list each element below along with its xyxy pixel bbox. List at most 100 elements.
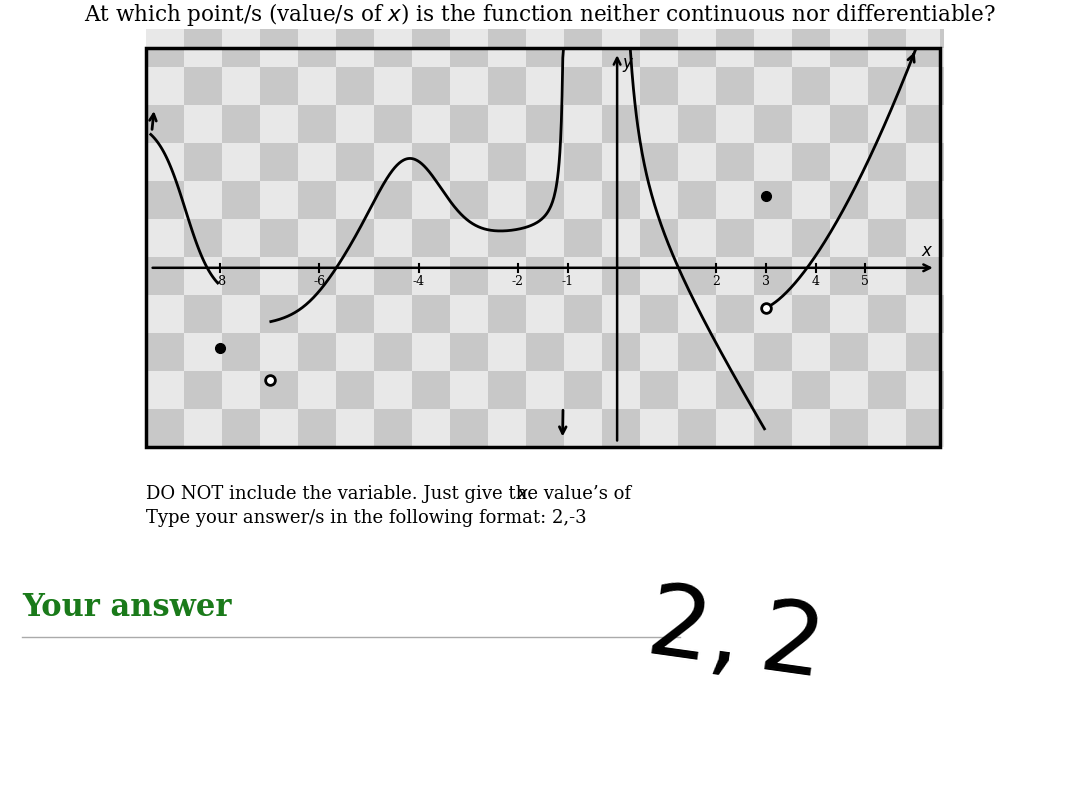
Text: 4: 4	[811, 275, 820, 288]
Bar	[906, 409, 940, 447]
Bar	[184, 48, 221, 68]
Bar	[260, 334, 298, 372]
Bar	[488, 295, 526, 334]
Bar	[829, 106, 868, 143]
Bar	[639, 143, 678, 181]
Bar	[449, 48, 488, 68]
Bar	[526, 219, 564, 257]
Bar	[488, 68, 526, 106]
Bar	[526, 409, 564, 447]
Bar	[449, 181, 488, 219]
Bar	[184, 106, 221, 143]
Bar	[146, 372, 184, 409]
Text: $y$: $y$	[622, 56, 635, 74]
Bar	[449, 219, 488, 257]
Bar	[449, 409, 488, 447]
Bar	[488, 372, 526, 409]
Bar	[716, 29, 754, 48]
Bar	[526, 181, 564, 219]
Bar	[298, 219, 336, 257]
Bar	[526, 295, 564, 334]
Bar	[221, 219, 260, 257]
Bar	[792, 295, 829, 334]
Bar	[411, 48, 449, 68]
Bar	[754, 181, 792, 219]
Bar	[678, 219, 716, 257]
Bar	[564, 257, 602, 295]
Bar	[868, 219, 906, 257]
Bar	[146, 334, 184, 372]
Bar	[221, 334, 260, 372]
Bar	[298, 334, 336, 372]
Bar	[184, 181, 221, 219]
Bar	[602, 409, 639, 447]
Bar	[374, 106, 411, 143]
Bar	[716, 295, 754, 334]
Bar	[146, 48, 940, 447]
Bar	[940, 257, 944, 295]
Bar	[221, 48, 260, 68]
Bar	[564, 48, 602, 68]
Bar	[868, 48, 906, 68]
Bar	[868, 409, 906, 447]
Bar	[221, 257, 260, 295]
Bar	[792, 48, 829, 68]
Bar	[602, 219, 639, 257]
Bar	[336, 106, 374, 143]
Bar	[639, 334, 678, 372]
Bar	[146, 219, 184, 257]
Bar	[564, 334, 602, 372]
Bar	[221, 143, 260, 181]
Bar	[298, 295, 336, 334]
Bar	[488, 29, 526, 48]
Bar	[488, 257, 526, 295]
Bar	[374, 48, 411, 68]
Bar	[829, 181, 868, 219]
Bar	[829, 409, 868, 447]
Bar	[184, 219, 221, 257]
Bar	[792, 106, 829, 143]
Bar	[678, 48, 716, 68]
Bar	[829, 143, 868, 181]
Bar	[639, 295, 678, 334]
Bar	[792, 29, 829, 48]
Bar	[829, 295, 868, 334]
Bar	[564, 106, 602, 143]
Bar	[639, 68, 678, 106]
Bar	[940, 143, 944, 181]
Bar	[336, 48, 374, 68]
Bar	[716, 409, 754, 447]
Bar	[678, 295, 716, 334]
Bar	[639, 372, 678, 409]
Bar	[940, 295, 944, 334]
Bar	[639, 106, 678, 143]
Bar	[336, 68, 374, 106]
Text: 5: 5	[861, 275, 869, 288]
Bar	[678, 143, 716, 181]
Bar	[298, 181, 336, 219]
Bar	[298, 372, 336, 409]
Bar	[829, 372, 868, 409]
Bar	[146, 48, 184, 68]
Bar	[526, 143, 564, 181]
Bar	[374, 334, 411, 372]
Bar	[260, 409, 298, 447]
Bar	[564, 372, 602, 409]
Bar	[221, 29, 260, 48]
Bar	[829, 68, 868, 106]
Bar	[754, 68, 792, 106]
Bar	[411, 181, 449, 219]
Bar	[564, 143, 602, 181]
Bar	[906, 181, 940, 219]
Bar	[374, 409, 411, 447]
Bar	[754, 334, 792, 372]
Bar	[940, 29, 944, 48]
Bar	[260, 219, 298, 257]
Bar	[639, 48, 678, 68]
Bar	[184, 295, 221, 334]
Bar	[602, 181, 639, 219]
Bar	[146, 68, 184, 106]
Bar	[868, 68, 906, 106]
Bar	[602, 143, 639, 181]
Bar	[488, 409, 526, 447]
